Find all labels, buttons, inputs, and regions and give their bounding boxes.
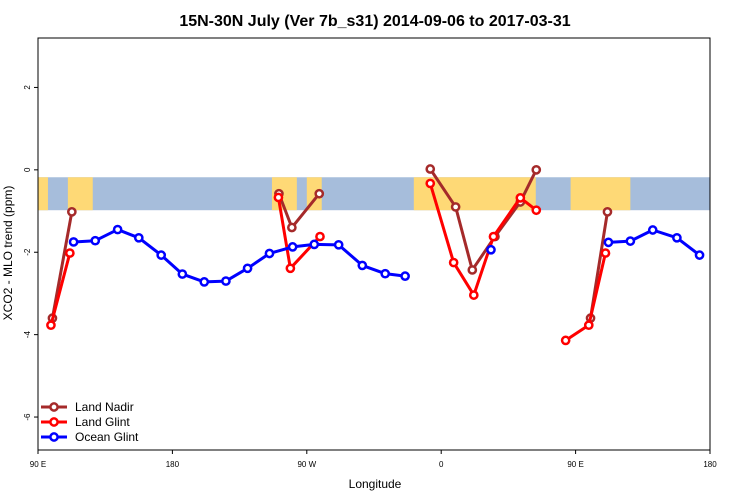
series-ocean-glint: [68, 224, 705, 287]
x-tick-label: 90 E: [30, 460, 46, 469]
data-point: [468, 290, 479, 300]
legend-label: Land Glint: [75, 415, 130, 429]
data-point: [600, 248, 611, 258]
data-point: [400, 271, 410, 281]
data-point: [177, 269, 188, 279]
legend-marker: [49, 432, 59, 442]
data-point: [156, 250, 167, 260]
data-point: [315, 231, 325, 242]
data-point: [273, 192, 284, 203]
data-point: [625, 236, 636, 246]
y-axis-label: XCO2 - MLO trend (ppm): [1, 186, 15, 321]
data-point: [603, 237, 614, 248]
map-land: [570, 177, 631, 211]
data-point: [583, 320, 594, 331]
data-point: [309, 239, 320, 250]
x-tick-label: 90 W: [297, 460, 316, 469]
data-point: [66, 207, 77, 217]
data-point: [425, 164, 436, 174]
data-point: [90, 235, 101, 246]
legend-label: Ocean Glint: [75, 430, 139, 444]
data-point: [221, 276, 231, 286]
data-point: [112, 224, 123, 235]
data-point: [380, 268, 391, 279]
data-point: [65, 248, 75, 258]
data-point: [467, 265, 478, 275]
data-point: [486, 244, 496, 255]
data-point: [672, 232, 682, 243]
data-point: [531, 164, 542, 175]
data-point: [287, 242, 298, 252]
data-point: [448, 257, 459, 268]
x-tick-label: 180: [703, 460, 717, 469]
y-tick-label: -6: [23, 413, 32, 421]
data-point: [333, 239, 344, 250]
data-point: [531, 205, 542, 216]
axes: 90 E 180 90 W 0 90 E 180 -6 -4 -2 0 2: [23, 85, 717, 469]
x-axis-label: Longitude: [349, 477, 402, 491]
map-land: [38, 177, 48, 211]
y-tick-label: -2: [23, 248, 32, 256]
plot-frame: [37, 37, 711, 451]
data-point: [357, 260, 368, 271]
series-layer: [46, 164, 705, 346]
series-line: [49, 252, 72, 326]
data-point: [694, 250, 705, 260]
data-point: [425, 178, 436, 189]
data-point: [264, 248, 275, 259]
y-tick-label: 2: [23, 85, 32, 90]
data-point: [314, 188, 325, 199]
series-line: [50, 211, 74, 319]
data-point: [133, 232, 144, 243]
series-line: [73, 228, 406, 284]
legend-label: Land Nadir: [75, 400, 134, 414]
map-land: [67, 177, 93, 211]
legend-marker: [49, 417, 59, 427]
data-point: [647, 225, 658, 235]
data-point: [515, 193, 526, 203]
data-point: [46, 320, 56, 331]
data-point: [285, 263, 296, 274]
data-point: [199, 277, 210, 287]
map-land: [306, 177, 322, 211]
chart-title: 15N-30N July (Ver 7b_s31) 2014-09-06 to …: [179, 13, 570, 30]
x-tick-label: 0: [439, 460, 444, 469]
y-tick-label: 0: [23, 167, 32, 172]
data-point: [68, 237, 79, 247]
y-tick-label: -4: [23, 331, 32, 339]
x-tick-label: 90 E: [567, 460, 583, 469]
data-point: [560, 335, 571, 346]
data-point: [450, 202, 461, 212]
x-tick-label: 180: [166, 460, 180, 469]
data-point: [602, 207, 613, 217]
legend-marker: [49, 402, 59, 412]
data-point: [287, 222, 297, 233]
series-land-glint: [46, 178, 611, 346]
data-point: [488, 231, 499, 242]
map-band: [38, 177, 710, 211]
data-point: [242, 263, 253, 274]
